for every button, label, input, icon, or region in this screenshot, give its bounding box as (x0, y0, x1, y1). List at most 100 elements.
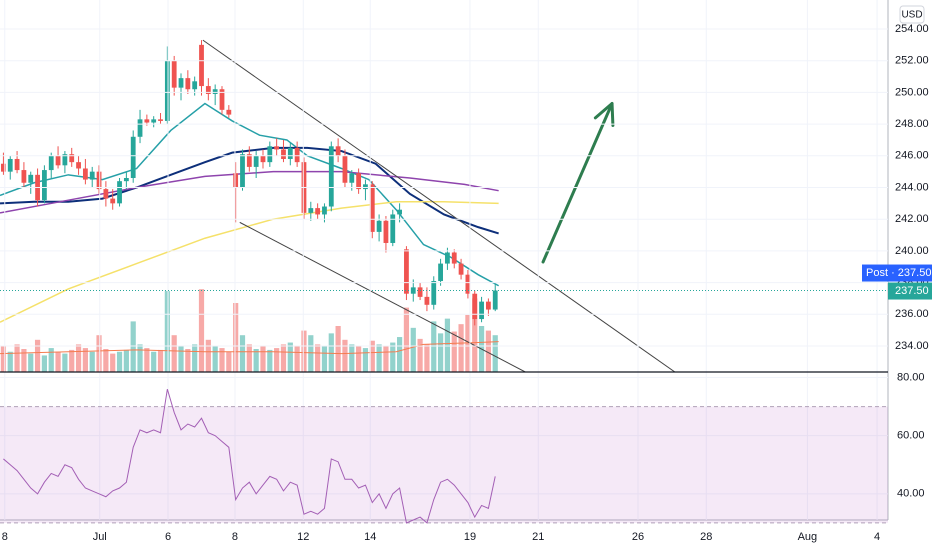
candle-body (123, 177, 129, 182)
x-tick-label: 4 (874, 531, 880, 543)
candle-body (178, 78, 184, 88)
candle-body (472, 293, 478, 320)
volume-bar (82, 348, 88, 372)
candle-body (82, 168, 88, 180)
x-tick-label: Jul (93, 531, 107, 543)
price-tag: 237.50 (895, 285, 929, 297)
candle-body (151, 119, 157, 123)
volume-bar (369, 340, 375, 372)
volume-bar (267, 349, 273, 372)
candle-body (42, 170, 47, 201)
candle-body (424, 296, 430, 305)
volume-bar (192, 344, 198, 372)
volume-bar (253, 349, 259, 372)
candle-body (7, 158, 13, 172)
candle-body (267, 146, 273, 163)
x-tick-label: 26 (632, 531, 644, 543)
volume-bar (492, 335, 498, 372)
volume-bar (137, 344, 143, 372)
candle-body (431, 281, 437, 305)
volume-bar (110, 353, 116, 372)
y-tick-label: 252.00 (895, 55, 929, 67)
candle-body (410, 287, 416, 294)
volume-bar (7, 351, 13, 372)
candle-body (212, 89, 218, 94)
candle-body (281, 149, 286, 159)
volume-bar (233, 303, 239, 372)
volume-bar (437, 333, 444, 372)
volume-bar (383, 346, 389, 372)
candle-body (349, 173, 355, 183)
candle-body (356, 173, 362, 190)
volume-bar (123, 349, 129, 372)
volume-bar (151, 351, 157, 372)
volume-bar (315, 344, 321, 372)
volume-bar (28, 353, 34, 372)
volume-bar (376, 344, 382, 372)
volume-bar (171, 335, 177, 372)
trendline (239, 221, 526, 372)
volume-bar (219, 348, 225, 372)
volume-bar (239, 335, 246, 372)
candle-body (62, 154, 68, 166)
moving-average (0, 170, 499, 214)
volume-bar (0, 346, 7, 372)
volume-bar (301, 330, 307, 372)
volume-bar (62, 353, 68, 372)
candle-body (479, 301, 484, 320)
candle-body (492, 290, 498, 310)
candle-body (308, 208, 314, 213)
x-tick-label: 6 (165, 531, 171, 543)
volume-bar (287, 342, 293, 372)
volume-bar (424, 344, 430, 372)
volume-bar (116, 351, 123, 372)
main-pane (0, 39, 676, 372)
x-tick-label: 14 (364, 531, 376, 543)
candle-body (363, 184, 368, 190)
volume-bar (342, 339, 348, 372)
x-tick-label: 8 (2, 531, 8, 543)
volume-bar (397, 337, 403, 372)
post-tag-bg (862, 264, 932, 282)
candle-body (369, 184, 375, 232)
candle-body (130, 136, 136, 178)
volume-bar (431, 321, 437, 372)
candle-body (219, 89, 225, 110)
volume-bar (185, 349, 191, 372)
candle-body (390, 214, 396, 243)
x-tick-label: 8 (232, 531, 238, 543)
volume-bar (246, 344, 252, 372)
volume-bar (349, 344, 355, 372)
volume-ma (0, 341, 499, 355)
candle-body (322, 206, 327, 215)
volume-bar (403, 307, 410, 372)
volume-bar (417, 338, 423, 372)
volume-bar (472, 298, 478, 372)
volume-bar (362, 348, 369, 372)
candle-body (287, 147, 293, 159)
candle-body (451, 252, 457, 264)
rsi-line (3, 389, 496, 524)
volume-bar (335, 326, 341, 372)
volume-bar (205, 339, 211, 372)
volume-bar (157, 349, 164, 372)
candle-body (233, 173, 239, 188)
volume-bar (198, 289, 205, 372)
candle-body (274, 146, 280, 150)
volume-bar (48, 348, 54, 372)
trendline (202, 39, 676, 372)
currency-box[interactable] (899, 5, 925, 24)
candle-body (14, 158, 20, 171)
candle-body (55, 155, 61, 166)
candle-body (260, 155, 266, 163)
y-tick-label: 234.00 (895, 340, 929, 352)
volume-bar (260, 346, 266, 372)
volume-bar (69, 349, 75, 372)
volume-bar (444, 318, 451, 372)
volume-bar (55, 351, 61, 372)
volume-bar (465, 314, 471, 372)
candle-body (103, 189, 109, 199)
rsi-tick-label: 60.00 (897, 430, 925, 442)
candle-body (342, 155, 348, 183)
candle-body (137, 119, 143, 137)
